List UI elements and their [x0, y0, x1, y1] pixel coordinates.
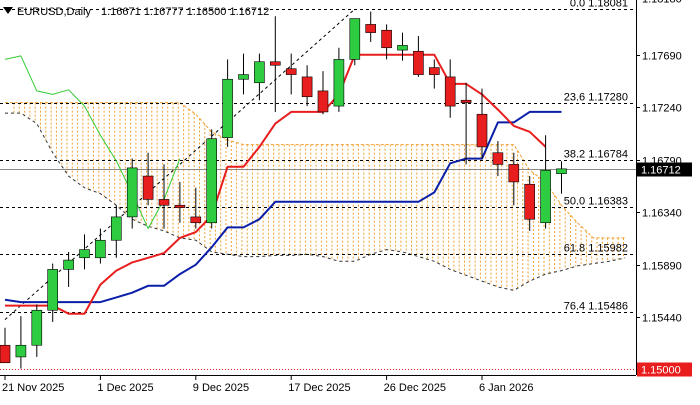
ichimoku-cloud: [5, 102, 626, 291]
fib-level-label: 76.4 1.15486: [564, 301, 628, 313]
candle-body: [413, 50, 424, 75]
price-tick-label: 1.18180: [642, 0, 682, 6]
fib-level-label: 23.6 1.17280: [564, 92, 628, 104]
ohlc-label: 1.16671 1.16777 1.16500 1.16712: [101, 6, 269, 18]
candle-body: [492, 152, 504, 165]
candle-body: [444, 76, 456, 107]
chikou-span-line: [4, 55, 181, 230]
fib-level-label: 50.0 1.16383: [564, 196, 628, 208]
fib-level-label: 0.0 1.18081: [570, 0, 628, 10]
time-axis: 21 Nov 2025 1 Dec 2025 9 Dec 2025 17 Dec 20…: [0, 375, 636, 394]
price-level-tag-label: 1.15000: [641, 365, 681, 377]
candle-body: [158, 199, 170, 206]
time-tick-label: 26 Dec 2025: [384, 382, 446, 394]
candle-body: [31, 309, 43, 346]
fib-level-label: 61.8 1.15982: [564, 243, 628, 255]
candle-body: [349, 18, 361, 60]
candle-body: [111, 216, 122, 241]
candle-body: [365, 24, 377, 33]
price-tick-label: 1.17240: [642, 103, 682, 115]
candle-body: [47, 269, 59, 311]
price-tick-label: 1.15440: [642, 313, 682, 325]
price-tick-label: 1.16340: [642, 208, 682, 220]
time-tick-label: 9 Dec 2025: [193, 382, 249, 394]
candle-body: [79, 249, 90, 259]
candle-body: [269, 61, 281, 66]
candle-body: [15, 344, 27, 358]
candle-body: [508, 164, 520, 183]
candle-body: [285, 68, 297, 75]
fib-level-label: 38.2 1.16784: [564, 149, 628, 161]
chart-header: EURUSD,Daily 1.16671 1.16777 1.16500 1.1…: [3, 6, 269, 18]
time-tick-label: 1 Dec 2025: [97, 382, 153, 394]
candle-body: [0, 344, 11, 364]
price-axis: 1.150001.181801.176901.172401.167901.163…: [636, 0, 692, 377]
candle-body: [428, 67, 440, 75]
candle-body: [95, 239, 106, 259]
candle-body: [206, 138, 217, 224]
candle-body: [381, 29, 392, 49]
time-tick-label: 21 Nov 2025: [2, 382, 64, 394]
current-price-tag: [637, 162, 692, 177]
candle-body: [254, 61, 265, 84]
time-tick-label: 6 Jan 2026: [479, 382, 533, 394]
senkou-span-b-line: [5, 112, 626, 291]
price-tick-label: 1.17690: [642, 51, 682, 63]
candle-body: [317, 90, 329, 113]
candle-body: [556, 168, 567, 174]
price-tick-label: 1.15890: [642, 261, 682, 273]
candle-body: [63, 259, 74, 270]
candle-body: [190, 216, 202, 224]
time-tick-label: 17 Dec 2025: [288, 382, 350, 394]
tenkan-sen-line: [4, 110, 562, 304]
candle-body: [126, 167, 138, 218]
candle-body: [174, 204, 186, 208]
candle-body: [524, 183, 536, 220]
candle-body: [222, 78, 233, 138]
candle-body: [142, 175, 154, 200]
candle-body: [397, 45, 408, 51]
candle-body: [476, 113, 488, 148]
symbol-label: EURUSD,Daily: [17, 6, 91, 18]
candle-body: [301, 76, 313, 98]
candle-body: [238, 74, 249, 80]
candle-body: [540, 169, 551, 224]
candle-body: [333, 59, 345, 107]
chevron-down-icon[interactable]: [3, 7, 13, 14]
price-level-tag: [637, 362, 692, 377]
current-price-tag-label: 1.16712: [641, 165, 681, 177]
candles: [0, 11, 567, 369]
candle-body: [460, 99, 472, 103]
